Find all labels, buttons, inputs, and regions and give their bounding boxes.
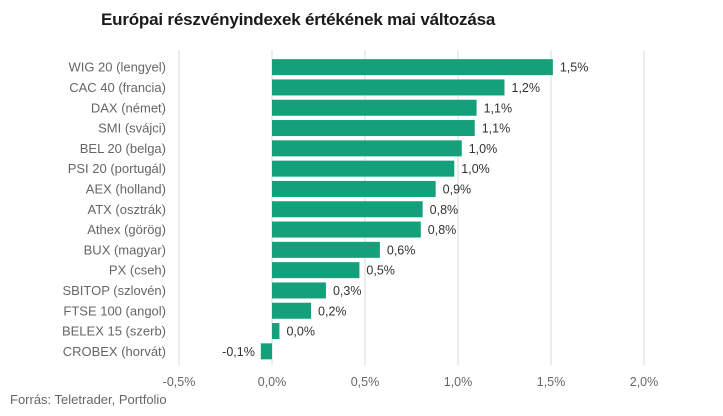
x-tick-label: 0,0% — [258, 375, 287, 389]
bars — [260, 59, 553, 360]
value-label: 0,8% — [430, 203, 459, 217]
value-label: 1,0% — [469, 142, 498, 156]
category-label: DAX (német) — [91, 100, 166, 115]
category-label: AEX (holland) — [86, 181, 166, 196]
bar — [272, 120, 475, 137]
value-label: 0,8% — [428, 223, 457, 237]
bar — [272, 59, 553, 76]
category-label: SMI (svájci) — [98, 121, 166, 136]
value-label: 0,0% — [286, 325, 315, 339]
bar — [272, 241, 380, 258]
category-label: BUX (magyar) — [84, 242, 166, 257]
bar — [272, 201, 423, 218]
category-label: BEL 20 (belga) — [80, 141, 166, 156]
category-label: SBITOP (szlovén) — [62, 283, 166, 298]
x-tick-label: 1,0% — [444, 375, 473, 389]
value-label: 0,3% — [333, 284, 362, 298]
x-tick-label: 2,0% — [630, 375, 659, 389]
value-label: 1,2% — [512, 81, 541, 95]
value-label: 1,1% — [484, 101, 512, 115]
bar — [272, 282, 326, 299]
value-label: 1,1% — [482, 122, 511, 136]
category-label: ATX (osztrák) — [88, 202, 167, 217]
category-label: FTSE 100 (angol) — [63, 303, 166, 318]
x-tick-label: 1,5% — [537, 375, 566, 389]
source-note: Forrás: Teletrader, Portfolio — [10, 392, 167, 407]
category-label: BELEX 15 (szerb) — [62, 324, 166, 339]
chart-title: Európai részvényindexek értékének mai vá… — [101, 10, 496, 29]
category-labels: WIG 20 (lengyel) CAC 40 (francia) DAX (ném… — [62, 60, 166, 359]
x-tick-labels: -0,5% 0,0% 0,5% 1,0% 1,5% 2,0% — [163, 375, 659, 389]
value-label: 0,5% — [366, 264, 395, 278]
value-label: 1,0% — [461, 162, 490, 176]
category-label: PX (cseh) — [109, 263, 166, 278]
x-tick-label: 0,5% — [351, 375, 380, 389]
bar — [272, 160, 455, 177]
bar — [272, 221, 421, 238]
category-label: CAC 40 (francia) — [69, 80, 166, 95]
bar — [272, 180, 436, 197]
x-tick-label: -0,5% — [163, 375, 196, 389]
value-label: 0,6% — [387, 243, 416, 257]
bar — [272, 262, 360, 279]
value-labels: 1,5%1,2%1,1%1,1%1,0%1,0%0,9%0,8%0,8%0,6%… — [222, 61, 588, 359]
value-label: 0,2% — [318, 304, 347, 318]
bar — [260, 343, 272, 360]
category-label: Athex (görög) — [87, 222, 166, 237]
category-label: WIG 20 (lengyel) — [68, 60, 166, 75]
value-label: 0,9% — [443, 182, 472, 196]
value-label: 1,5% — [560, 61, 589, 75]
category-label: PSI 20 (portugál) — [68, 161, 166, 176]
bar — [272, 323, 280, 340]
value-label: -0,1% — [222, 345, 255, 359]
bar — [272, 99, 477, 116]
bar — [272, 302, 312, 319]
bar — [272, 140, 462, 157]
category-label: CROBEX (horvát) — [63, 344, 166, 359]
bar — [272, 79, 505, 96]
